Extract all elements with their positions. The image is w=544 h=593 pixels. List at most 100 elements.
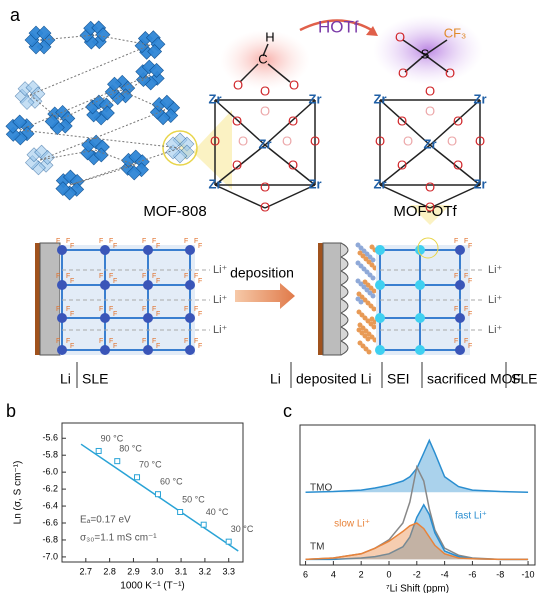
deposited-li [340, 256, 349, 272]
fluorine: F [468, 311, 472, 318]
current-collector [318, 243, 323, 355]
x-tick-label: 3.3 [222, 566, 235, 576]
highlight-circle [417, 237, 439, 259]
fluorine: F [109, 306, 113, 313]
mof-node [375, 345, 385, 355]
mof-node [185, 245, 195, 255]
fluorine: F [66, 238, 70, 245]
atom-o: O [282, 133, 292, 148]
mof-node [143, 313, 153, 323]
atom-o: O [310, 133, 320, 148]
atom-zr: Zr [259, 136, 272, 151]
bond [429, 99, 481, 146]
layer-caption: Li [270, 371, 281, 387]
fluorine: F [99, 238, 103, 245]
x-tick-label: 3.0 [151, 566, 164, 576]
atom-o: O [260, 199, 270, 214]
atom-o: O [238, 133, 248, 148]
x-tick-label: 2.8 [103, 566, 116, 576]
y-tick-label: -6.0 [42, 467, 58, 477]
mof-node [143, 345, 153, 355]
polyhedron [36, 25, 52, 41]
bond [264, 99, 316, 146]
mof-node [375, 280, 385, 290]
atom-zr: Zr [474, 91, 487, 106]
y-tick-label: -6.4 [42, 500, 58, 510]
fluorine: F [99, 273, 103, 280]
data-point [177, 508, 184, 515]
point-label: 30 °C [231, 524, 254, 534]
atom-zr: Zr [374, 91, 387, 106]
x-tick-label: -6 [468, 569, 476, 579]
atom-o: O [375, 133, 385, 148]
mof-node [415, 345, 425, 355]
fluorine: F [142, 273, 146, 280]
fluorine: F [142, 338, 146, 345]
atom-o: O [232, 113, 242, 128]
bond [429, 184, 481, 209]
linker [19, 129, 181, 149]
panel-label: c [283, 401, 292, 421]
mof-label: MOF-OTf [393, 203, 457, 220]
atom-o: O [425, 179, 435, 194]
atom-o: O [475, 133, 485, 148]
atom-c: C [258, 51, 267, 66]
fluorine: F [156, 278, 160, 285]
point-label: 40 °C [206, 507, 229, 517]
fluorine: F [198, 311, 202, 318]
fluorine: F [113, 278, 117, 285]
fluorine: F [152, 273, 156, 280]
y-tick-label: -6.8 [42, 534, 58, 544]
mof-node [185, 280, 195, 290]
mof-label: MOF-808 [143, 203, 206, 220]
fluorine: F [184, 306, 188, 313]
fluorine: F [56, 306, 60, 313]
bond [402, 39, 426, 56]
bond [264, 144, 316, 186]
linker [69, 164, 136, 186]
sei-particle [365, 336, 371, 342]
bond [214, 99, 266, 146]
fluorine: F [184, 273, 188, 280]
y-tick-label: -7.0 [42, 551, 58, 561]
arrow-head [366, 26, 378, 36]
mof-node [100, 280, 110, 290]
fluorine: F [194, 338, 198, 345]
polyhedron [5, 126, 21, 142]
data-point [114, 458, 121, 465]
bond [214, 144, 266, 186]
mof-node [100, 345, 110, 355]
atom-h: H [265, 29, 274, 44]
linker [119, 89, 166, 111]
sei-particle [371, 288, 377, 294]
polyhedron [95, 27, 111, 43]
charts: 2.7 2.8 2.9 3.0 3.1 3.2 3.3 -5.6 -5.8 -6.0 -6.2 -6.… [13, 422, 536, 593]
mof-node [375, 245, 385, 255]
x-tick-label: 2.9 [127, 566, 140, 576]
atom-o: O [398, 65, 408, 80]
fluorine: F [99, 338, 103, 345]
fluorine: F [194, 238, 198, 245]
mof-node [415, 280, 425, 290]
linker [94, 34, 151, 46]
atom-o: O [232, 157, 242, 172]
fluorine: F [464, 306, 468, 313]
bond [262, 43, 269, 57]
x-axis-label: 1000 K⁻¹ (T⁻¹) [120, 581, 184, 592]
linker [59, 89, 121, 121]
atom-o: O [233, 77, 243, 92]
sei-particle [358, 299, 364, 305]
deposited-li [340, 284, 349, 300]
sei-particle [366, 349, 372, 355]
atom-zr: Zr [309, 91, 322, 106]
mof-node [455, 245, 465, 255]
data-point [200, 521, 207, 528]
atom-zr: Zr [474, 176, 487, 191]
atom-o: O [397, 157, 407, 172]
fluorine: F [56, 238, 60, 245]
layer-caption: Li [60, 371, 71, 387]
fluorine: F [454, 238, 458, 245]
fluorine: F [56, 338, 60, 345]
current-collector [35, 243, 40, 355]
